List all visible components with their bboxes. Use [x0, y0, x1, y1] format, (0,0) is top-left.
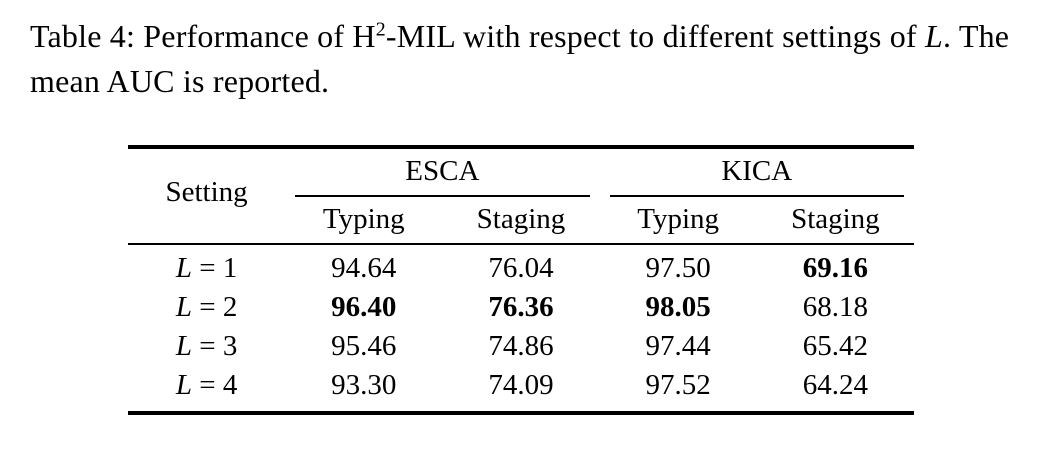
- value-cell: 95.46: [331, 329, 397, 362]
- results-table: Setting ESCA KICA Typing Staging Typing …: [128, 144, 914, 415]
- value-cell: 74.09: [488, 368, 554, 401]
- table-caption: Table 4: Performance of H2-MIL with resp…: [30, 14, 1015, 105]
- table-row: L = 1 94.64 76.04 97.50 69.16: [128, 244, 914, 288]
- setting-cell: L = 4: [128, 366, 285, 413]
- column-group-esca-label: ESCA: [295, 155, 590, 197]
- column-group-kica-label: KICA: [609, 155, 904, 197]
- setting-value: = 4: [199, 368, 238, 401]
- setting-variable: L: [175, 329, 192, 362]
- setting-cell: L = 3: [128, 327, 285, 366]
- caption-variable: L: [925, 18, 943, 54]
- value-cell: 74.86: [488, 329, 554, 362]
- value-cell: 68.18: [802, 290, 868, 323]
- value-cell: 96.40: [331, 290, 397, 323]
- setting-variable: L: [175, 251, 192, 284]
- results-table-container: Setting ESCA KICA Typing Staging Typing …: [128, 144, 914, 415]
- value-cell: 98.05: [645, 290, 711, 323]
- setting-variable: L: [175, 290, 192, 323]
- setting-variable: L: [175, 368, 192, 401]
- setting-value: = 2: [199, 290, 238, 323]
- setting-cell: L = 1: [128, 244, 285, 288]
- setting-value: = 3: [199, 329, 238, 362]
- caption-prefix: Table 4: Performance of H: [30, 18, 376, 54]
- group-header-row: Setting ESCA KICA: [128, 146, 914, 245]
- setting-value: = 1: [199, 251, 238, 284]
- sub-header-row: Typing Staging Typing Staging: [128, 196, 914, 245]
- table-row: L = 4 93.30 74.09 97.52 64.24: [128, 366, 914, 413]
- col-header-esca-staging: Staging: [442, 196, 600, 245]
- table-row: L = 2 96.40 76.36 98.05 68.18: [128, 288, 914, 327]
- value-cell: 97.52: [645, 368, 711, 401]
- col-header-kica-staging: Staging: [756, 196, 914, 245]
- value-cell: 93.30: [331, 368, 397, 401]
- col-header-kica-typing: Typing: [599, 196, 757, 245]
- value-cell: 69.16: [802, 251, 868, 284]
- column-group-esca: ESCA: [285, 147, 599, 197]
- setting-column-header: Setting: [128, 146, 286, 245]
- value-cell: 76.04: [488, 251, 554, 284]
- value-cell: 64.24: [802, 368, 868, 401]
- column-group-kica: KICA: [600, 147, 914, 197]
- value-cell: 97.44: [645, 329, 711, 362]
- value-cell: 76.36: [488, 290, 554, 323]
- table-row: L = 3 95.46 74.86 97.44 65.42: [128, 327, 914, 366]
- caption-mid: -MIL with respect to different settings …: [385, 18, 925, 54]
- setting-cell: L = 2: [128, 288, 285, 327]
- value-cell: 97.50: [645, 251, 711, 284]
- caption-superscript: 2: [375, 18, 386, 41]
- caption-suffix: . The mean AUC is reported.: [30, 18, 1010, 100]
- value-cell: 65.42: [802, 329, 868, 362]
- col-header-esca-typing: Typing: [285, 196, 443, 245]
- value-cell: 94.64: [331, 251, 397, 284]
